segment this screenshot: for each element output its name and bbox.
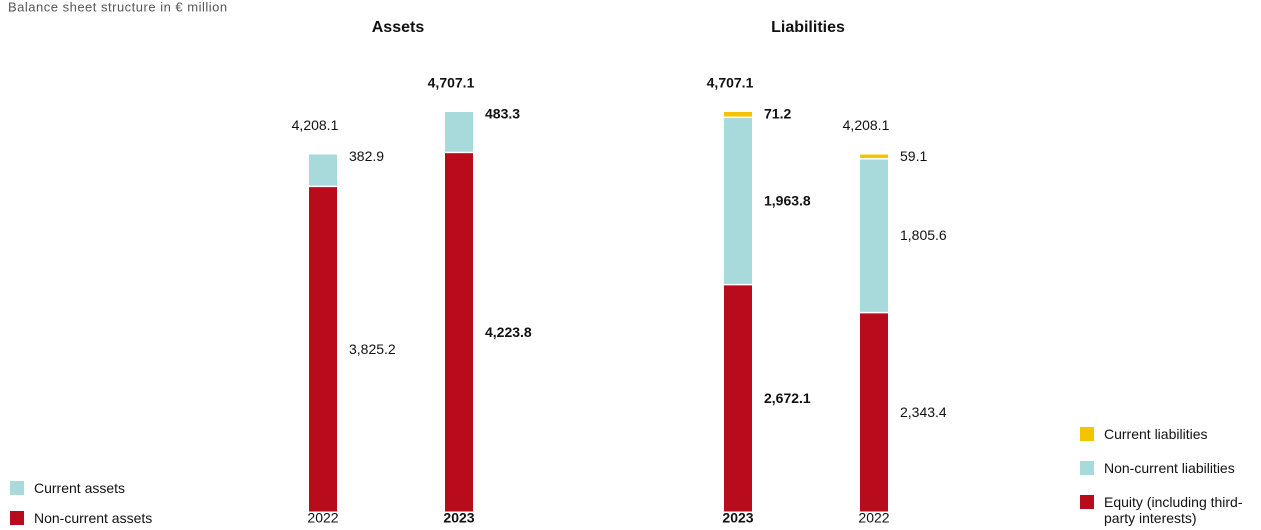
bar-segment [445, 112, 473, 152]
legend-item: Current liabilities [1080, 426, 1255, 442]
legend-swatch [10, 511, 24, 525]
value-label: 59.1 [900, 148, 927, 164]
caption: Balance sheet structure in € million [8, 0, 228, 14]
legend-label: Non-current assets [34, 510, 153, 526]
total-label: 4,208.1 [292, 117, 339, 133]
legend: Current liabilities Non-current liabiliti… [1080, 426, 1255, 526]
bar-segment [724, 118, 752, 284]
value-label: 1,963.8 [764, 192, 811, 208]
chart-title: Liabilities [771, 19, 845, 36]
value-label: 2,343.4 [900, 404, 947, 420]
x-tick-label: 2023 [443, 510, 474, 526]
value-label: 4,223.8 [485, 324, 532, 340]
legend-label: Equity (including third-party interests) [1104, 494, 1243, 526]
bar-segment [860, 154, 888, 159]
total-label: 4,707.1 [428, 75, 475, 91]
bar-segment [309, 154, 337, 186]
legend-item: Non-current liabilities [1080, 460, 1255, 476]
value-label: 2,672.1 [764, 390, 811, 406]
value-label: 1,805.6 [900, 227, 947, 243]
legend-item: Non-current assets [10, 510, 185, 526]
chart-title: Assets [372, 19, 425, 36]
legend-label: Non-current liabilities [1104, 460, 1235, 476]
total-label: 4,208.1 [843, 117, 890, 133]
legend-swatch [1080, 427, 1094, 441]
bar-segment [860, 313, 888, 512]
bar-segment [309, 187, 337, 512]
legend-swatch [1080, 461, 1094, 475]
total-label: 4,707.1 [707, 75, 754, 91]
legend-swatch [10, 481, 24, 495]
bar-segment [860, 159, 888, 312]
x-tick-label: 2023 [722, 510, 753, 526]
value-label: 3,825.2 [349, 341, 396, 357]
value-label: 71.2 [764, 106, 791, 122]
legend-swatch [1080, 495, 1094, 509]
legend: Current assets Non-current assets [10, 480, 185, 526]
value-label: 382.9 [349, 148, 384, 164]
legend-item: Current assets [10, 480, 185, 496]
bar-segment [724, 112, 752, 117]
legend-label: Current liabilities [1104, 426, 1208, 442]
x-tick-label: 2022 [307, 510, 338, 526]
bar-segment [724, 285, 752, 512]
bar-segment [445, 153, 473, 512]
legend-label: Current assets [34, 480, 126, 496]
x-tick-label: 2022 [858, 510, 889, 526]
value-label: 483.3 [485, 106, 520, 122]
legend-item: Equity (including third-party interests) [1080, 494, 1255, 526]
